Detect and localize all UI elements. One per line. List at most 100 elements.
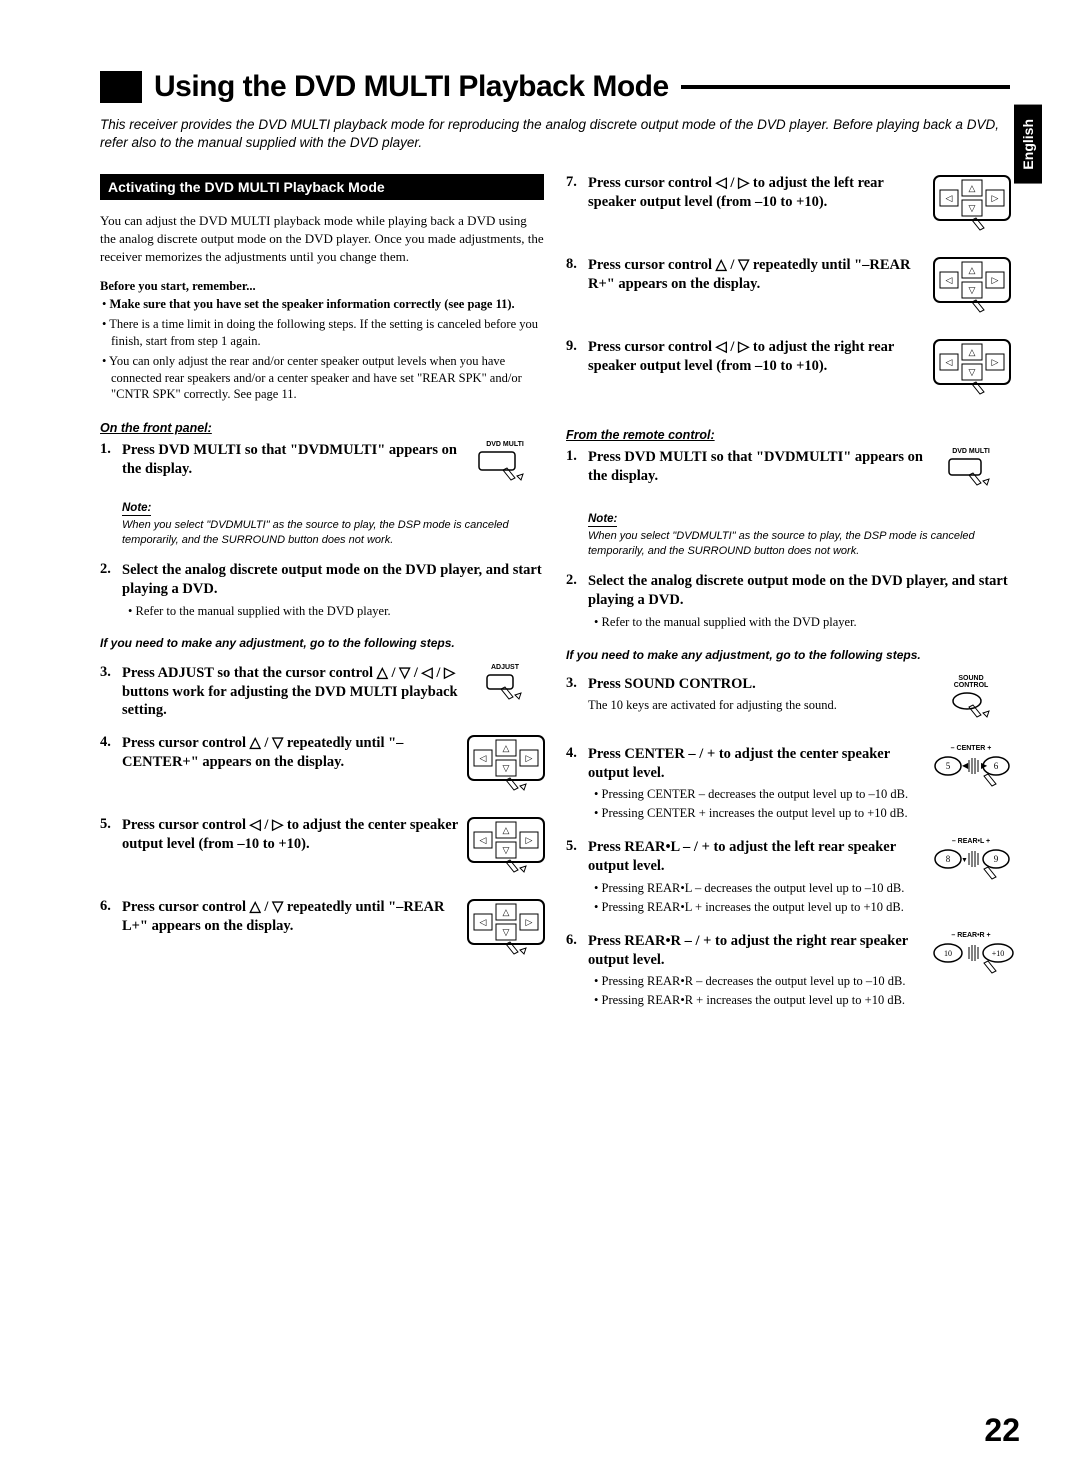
step-number: 5.: [566, 838, 588, 855]
adjustment-hint: If you need to make any adjustment, go t…: [100, 635, 544, 651]
body-paragraph: You can adjust the DVD MULTI playback mo…: [100, 212, 544, 265]
step: 5. Press REAR•L – / + to adjust the left…: [566, 838, 1010, 917]
step: 2. Select the analog discrete output mod…: [566, 572, 1010, 633]
step-text: Press SOUND CONTROL.: [588, 675, 926, 694]
step-subtext: The 10 keys are activated for adjusting …: [588, 697, 926, 714]
note-heading: Note:: [122, 502, 151, 516]
key-label: +10: [992, 949, 1005, 958]
svg-text:▷: ▷: [992, 357, 999, 367]
svg-text:△: △: [969, 347, 976, 357]
dual-button-icon: 8 ▼ 9: [932, 847, 1012, 891]
cursor-pad-icon: △ ▽ ◁ ▷: [466, 898, 546, 966]
step-sub-item: Pressing REAR•L – decreases the output l…: [594, 880, 926, 897]
step-illustration: – CENTER + 5 ◀ 6 ▶: [926, 745, 1010, 798]
dual-button-icon: 10 +10: [932, 941, 1016, 985]
step-number: 7.: [566, 174, 588, 191]
page-number: 22: [984, 1412, 1020, 1449]
step-number: 1.: [566, 448, 588, 465]
step: 1. Press DVD MULTI so that "DVDMULTI" ap…: [566, 448, 1010, 495]
button-label: DVD MULTI: [932, 448, 1010, 455]
step-text: Press cursor control △ / ▽ repeatedly un…: [122, 734, 460, 772]
section-heading: Activating the DVD MULTI Playback Mode: [100, 174, 544, 200]
step-illustration: – REAR•L + 8 ▼ 9: [926, 838, 1010, 891]
title-rule: [681, 85, 1010, 89]
title-decorative-box: [100, 71, 142, 103]
step-number: 6.: [100, 898, 122, 915]
step-illustration: △ ▽ ◁ ▷: [926, 256, 1010, 324]
step: 6. Press REAR•R – / + to adjust the righ…: [566, 932, 1010, 1011]
step: 5. Press cursor control ◁ / ▷ to adjust …: [100, 816, 544, 884]
svg-text:◁: ◁: [480, 835, 487, 845]
svg-text:◁: ◁: [946, 357, 953, 367]
step-illustration: △ ▽ ◁ ▷: [926, 174, 1010, 242]
step: 8. Press cursor control △ / ▽ repeatedly…: [566, 256, 1010, 324]
svg-text:▷: ▷: [992, 275, 999, 285]
cursor-pad-icon: △ ▽ ◁ ▷: [932, 256, 1012, 324]
intro-text: This receiver provides the DVD MULTI pla…: [100, 116, 1010, 152]
button-label: – CENTER +: [932, 745, 1010, 752]
note-body: When you select "DVDMULTI" as the source…: [122, 518, 544, 547]
svg-text:△: △: [969, 265, 976, 275]
svg-text:△: △: [969, 183, 976, 193]
step-illustration: DVD MULTI: [460, 441, 544, 484]
step: 1. Press DVD MULTI so that "DVDMULTI" ap…: [100, 441, 544, 484]
button-press-icon: [949, 691, 993, 731]
key-label: 5: [946, 761, 951, 771]
remember-list: Make sure that you have set the speaker …: [100, 296, 544, 403]
right-column: 7. Press cursor control ◁ / ▷ to adjust …: [566, 174, 1010, 1025]
remote-control-heading: From the remote control:: [566, 428, 1010, 442]
left-column: Activating the DVD MULTI Playback Mode Y…: [100, 174, 544, 1025]
svg-text:▷: ▷: [992, 193, 999, 203]
step-sub-item: Pressing CENTER + increases the output l…: [594, 805, 926, 822]
svg-text:▽: ▽: [503, 927, 510, 937]
cursor-pad-icon: △ ▽ ◁ ▷: [466, 734, 546, 802]
step: 4. Press CENTER – / + to adjust the cent…: [566, 745, 1010, 824]
step-text: Press REAR•L – / + to adjust the left re…: [588, 838, 926, 876]
button-press-icon: [483, 673, 527, 713]
list-item: Make sure that you have set the speaker …: [102, 296, 544, 313]
step-text: Press REAR•R – / + to adjust the right r…: [588, 932, 926, 970]
step-illustration: △ ▽ ◁ ▷: [460, 898, 544, 966]
dual-button-icon: 5 ◀ 6 ▶: [932, 754, 1012, 798]
front-panel-heading: On the front panel:: [100, 421, 544, 435]
step-sub-item: Pressing CENTER – decreases the output l…: [594, 786, 926, 803]
step-number: 2.: [100, 561, 122, 578]
step-text: Select the analog discrete output mode o…: [122, 561, 544, 599]
step-illustration: – REAR•R + 10 +10: [926, 932, 1010, 985]
svg-text:◀: ◀: [962, 761, 969, 770]
svg-text:◁: ◁: [946, 193, 953, 203]
step: 7. Press cursor control ◁ / ▷ to adjust …: [566, 174, 1010, 242]
step-text: Press ADJUST so that the cursor control …: [122, 664, 460, 721]
svg-text:▽: ▽: [503, 845, 510, 855]
step: 6. Press cursor control △ / ▽ repeatedly…: [100, 898, 544, 966]
step-illustration: SOUND CONTROL: [926, 675, 1010, 731]
step-sub-item: Pressing REAR•R – decreases the output l…: [594, 973, 926, 990]
cursor-pad-icon: △ ▽ ◁ ▷: [466, 816, 546, 884]
svg-text:▷: ▷: [526, 917, 533, 927]
svg-text:▶: ▶: [981, 761, 988, 770]
note-heading: Note:: [588, 513, 617, 527]
svg-text:◁: ◁: [480, 917, 487, 927]
language-tab: English: [1014, 105, 1042, 184]
svg-text:▽: ▽: [969, 367, 976, 377]
button-label: – REAR•R +: [932, 932, 1010, 939]
svg-text:△: △: [503, 907, 510, 917]
list-item: You can only adjust the rear and/or cent…: [102, 353, 544, 404]
step-illustration: △ ▽ ◁ ▷: [926, 338, 1010, 406]
step-illustration: ADJUST: [460, 664, 544, 713]
step-number: 1.: [100, 441, 122, 458]
step-sub-item: Pressing REAR•L + increases the output l…: [594, 899, 926, 916]
step-illustration: △ ▽ ◁ ▷: [460, 816, 544, 884]
step-number: 5.: [100, 816, 122, 833]
remember-heading: Before you start, remember...: [100, 279, 544, 294]
step-number: 3.: [566, 675, 588, 692]
step-number: 9.: [566, 338, 588, 355]
step-number: 6.: [566, 932, 588, 949]
svg-text:◁: ◁: [480, 753, 487, 763]
svg-text:▷: ▷: [526, 835, 533, 845]
svg-text:▽: ▽: [969, 285, 976, 295]
step: 4. Press cursor control △ / ▽ repeatedly…: [100, 734, 544, 802]
step-illustration: DVD MULTI: [926, 448, 1010, 495]
step-text: Press cursor control ◁ / ▷ to adjust the…: [588, 174, 926, 212]
key-label: 9: [994, 854, 999, 864]
